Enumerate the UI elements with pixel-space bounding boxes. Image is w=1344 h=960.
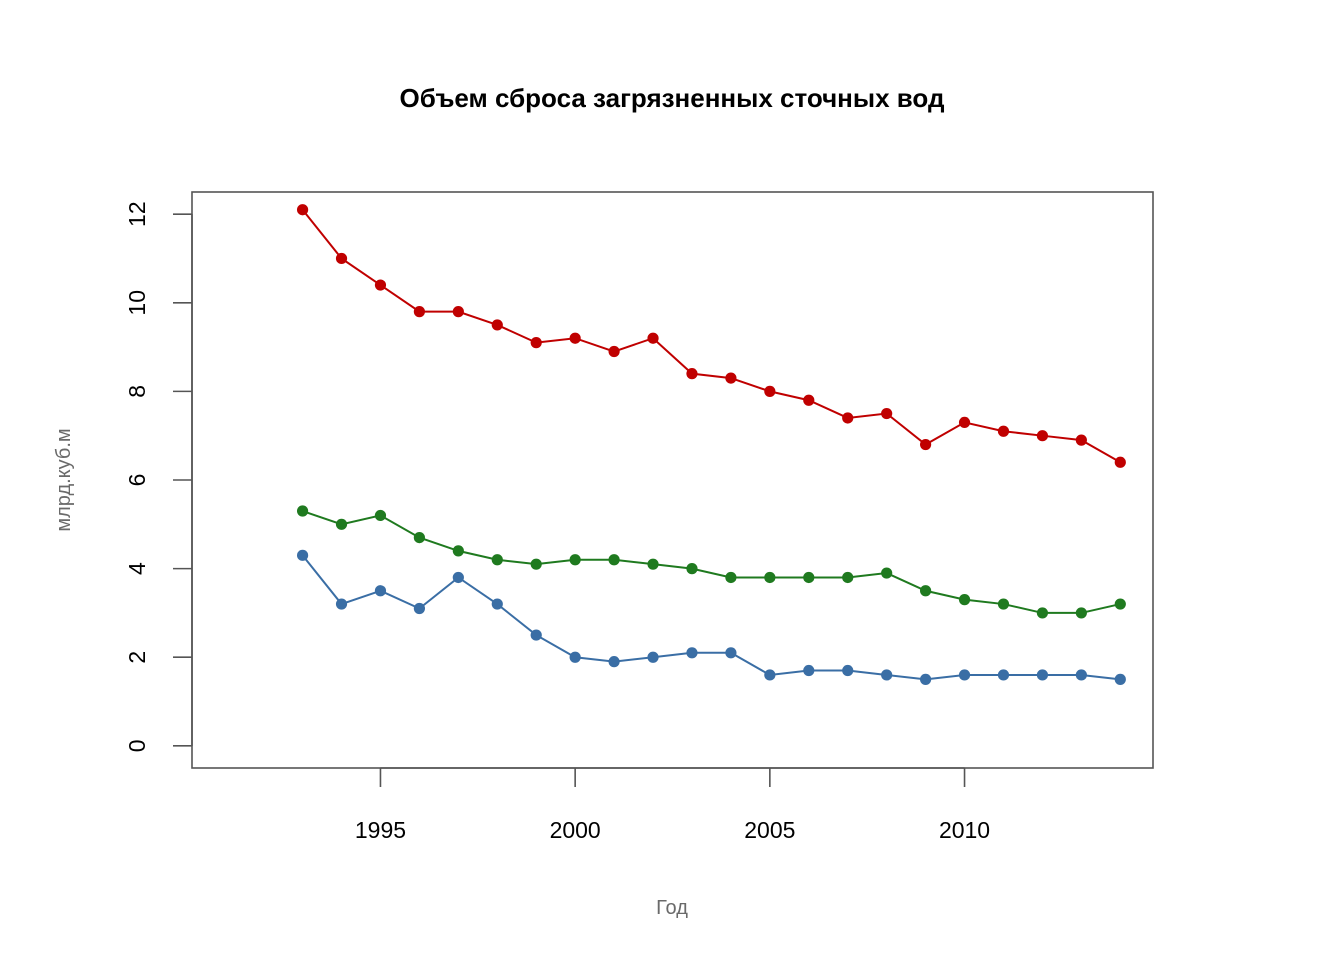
series-1-point [997,425,1010,437]
series-3-point [1036,669,1049,681]
series-2-point [413,532,426,544]
series-3-point [919,673,932,685]
series-3-point [374,585,387,597]
series-2-point [491,554,503,566]
series-1-point [530,337,542,349]
series-3-point [296,549,309,561]
series-2-point [1114,598,1126,610]
series-1-point [881,407,893,420]
y-tick-label: 4 [124,562,150,575]
y-tick-label: 12 [124,201,150,227]
series-1-point [725,372,737,384]
series-2-point [842,571,854,584]
series-3-point [569,651,581,663]
series-line-2 [302,510,1121,614]
series-2-point [335,518,348,530]
series-3-point [335,598,348,610]
series-2-point [958,594,971,606]
series-1-point [569,332,581,344]
series-3-point [608,656,620,668]
y-axis-label: млрд.куб.м [53,428,75,531]
series-2-point [919,585,932,597]
series-2-point [1075,607,1087,619]
series-1-point [335,252,348,265]
x-tick-label: 2000 [550,817,601,843]
series-3-point [491,598,503,610]
series-1-point [764,385,776,397]
series-1-point [686,368,698,380]
series-3-point [1114,673,1126,685]
series-3-point [452,571,464,584]
series-1-point [608,345,620,358]
series-3-point [725,647,737,659]
y-tick-label: 8 [124,385,150,398]
series-2-point [803,571,815,584]
series-line-1 [301,209,1121,464]
series-2-point [725,571,737,584]
x-tick-label: 2010 [939,817,990,843]
chart-title: Объем сброса загрязненных сточных вод [400,83,945,113]
series-3-point [530,629,542,641]
series-1-point [958,416,971,428]
series-layer [296,204,1126,685]
series-3-point [647,651,659,663]
series-1-point [452,306,464,318]
y-tick-label: 2 [124,651,150,664]
series-2-point [997,598,1010,610]
x-axis-label: Год [656,897,688,919]
series-3-point [413,602,426,615]
y-tick-label: 10 [124,290,150,316]
series-2-point [374,509,387,522]
series-1-point [803,394,815,406]
series-1-point [491,319,503,331]
series-1-point [296,204,309,216]
y-tick-label: 6 [124,474,150,487]
series-1-point [647,332,659,344]
series-1-point [374,279,387,291]
series-2-point [764,571,776,584]
series-1-point [1114,456,1126,468]
series-2-point [569,554,581,566]
plot-frame [191,191,1154,769]
series-3-point [1075,669,1087,681]
series-2-point [608,554,620,566]
series-3-point [764,669,776,681]
series-2-point [647,558,659,570]
x-axis: 1995 2000 2005 2010 [355,767,990,843]
series-2-point [1036,607,1049,619]
series-3-point [842,664,854,677]
series-2-point [686,563,698,575]
x-tick-label: 2005 [744,817,795,843]
series-1-point [1036,430,1049,442]
y-axis: 0 2 4 6 8 10 12 [124,201,193,752]
y-tick-label: 0 [124,739,150,752]
series-1-point [842,412,854,424]
series-1-point [413,306,426,318]
series-3-point [686,647,698,659]
series-2-point [530,558,542,570]
series-1-point [919,438,932,451]
series-3-point [803,664,815,677]
series-3-point [881,669,893,681]
series-2-point [296,505,309,517]
series-1-point [1075,434,1087,446]
series-2-point [881,567,893,579]
series-3-point [958,669,971,681]
series-line-3 [301,554,1121,681]
x-tick-label: 1995 [355,817,406,843]
series-2-point [452,545,464,557]
series-3-point [997,669,1010,681]
